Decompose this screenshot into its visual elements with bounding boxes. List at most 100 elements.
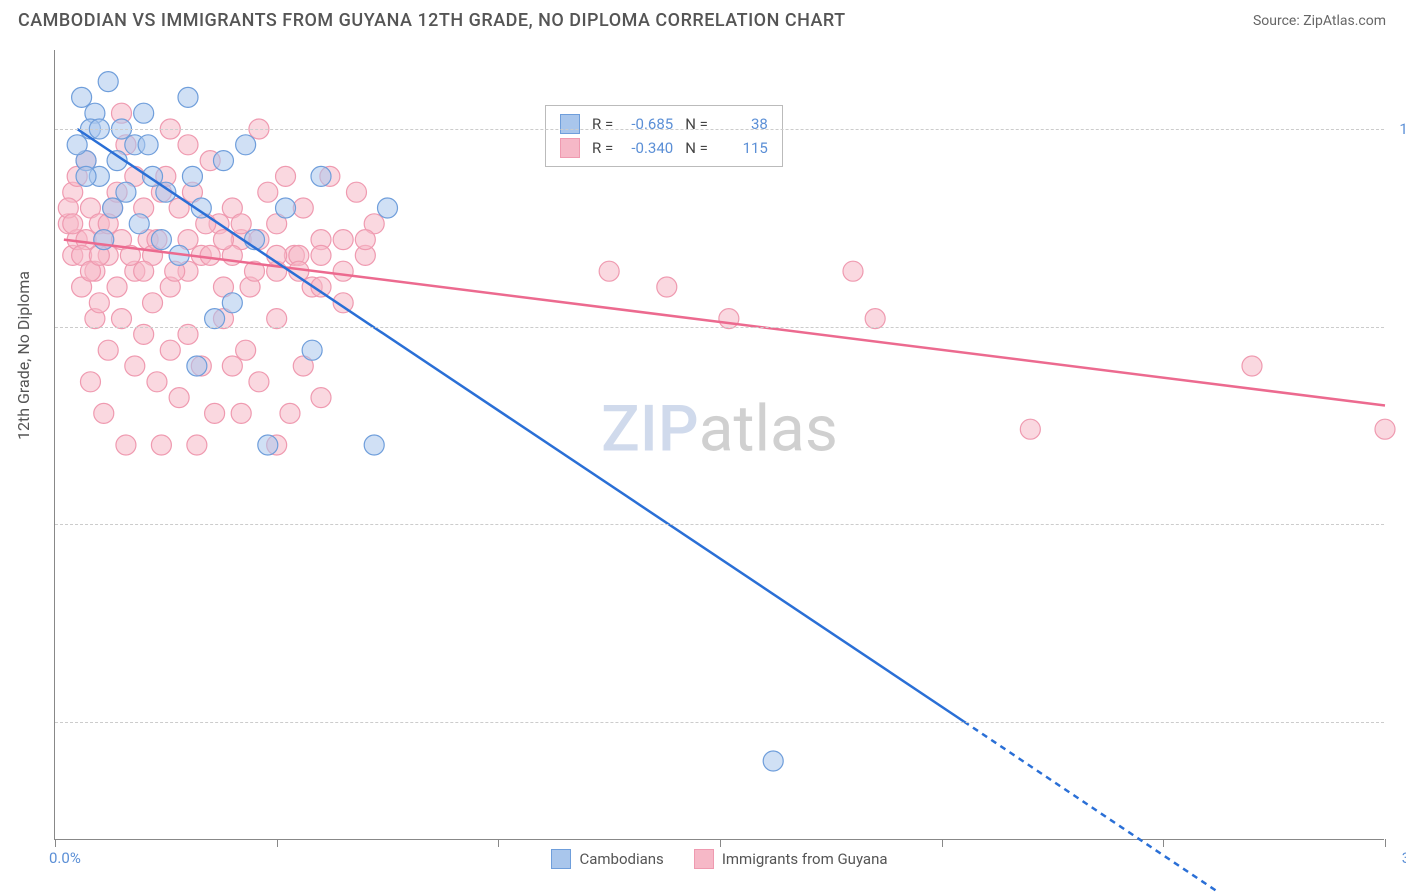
data-point [311, 388, 331, 408]
data-point [276, 166, 296, 186]
bottom-swatch-0 [551, 849, 571, 869]
n-value-0: 38 [716, 115, 768, 133]
data-point [231, 403, 251, 423]
data-point [258, 435, 278, 455]
data-point [72, 87, 92, 107]
x-tick [277, 839, 278, 847]
series-name-1: Immigrants from Guyana [722, 850, 888, 868]
gridline [55, 327, 1384, 328]
source-name: ZipAtlas.com [1303, 13, 1386, 29]
r-label-0: R = [592, 115, 613, 133]
data-point [151, 435, 171, 455]
data-point [143, 293, 163, 313]
data-point [205, 403, 225, 423]
data-point [94, 403, 114, 423]
data-point [236, 340, 256, 360]
bottom-legend-item-0: Cambodians [551, 849, 663, 869]
r-label-1: R = [592, 139, 613, 157]
series-name-0: Cambodians [579, 850, 663, 868]
r-value-1: -0.340 [621, 139, 673, 157]
data-point [147, 372, 167, 392]
data-point [213, 151, 233, 171]
legend-swatch-0 [560, 114, 580, 134]
data-point [103, 198, 123, 218]
x-tick [498, 839, 499, 847]
data-point [346, 182, 366, 202]
data-point [763, 751, 783, 771]
data-point [107, 277, 127, 297]
y-tick-label: 62.5% [1388, 713, 1406, 731]
legend-row-series-1: R = -0.340 N = 115 [560, 136, 768, 160]
gridline [55, 129, 1384, 130]
data-point [67, 135, 87, 155]
data-point [249, 372, 269, 392]
data-point [302, 340, 322, 360]
data-point [116, 182, 136, 202]
data-point [364, 435, 384, 455]
data-point [116, 435, 136, 455]
x-tick [55, 839, 56, 847]
data-point [89, 293, 109, 313]
source-label: Source: [1253, 13, 1300, 29]
data-point [138, 135, 158, 155]
data-point [98, 340, 118, 360]
data-point [599, 261, 619, 281]
legend-row-series-0: R = -0.685 N = 38 [560, 112, 768, 136]
bottom-swatch-1 [694, 849, 714, 869]
r-value-0: -0.685 [621, 115, 673, 133]
data-point [63, 214, 83, 234]
legend-swatch-1 [560, 138, 580, 158]
x-tick [1385, 839, 1386, 847]
x-tick [942, 839, 943, 847]
y-axis-label: 12th Grade, No Diploma [14, 271, 33, 440]
data-point [276, 198, 296, 218]
data-point [222, 293, 242, 313]
source-attribution: Source: ZipAtlas.com [1253, 13, 1386, 29]
n-label-1: N = [685, 139, 708, 157]
x-tick [1163, 839, 1164, 847]
data-point [293, 198, 313, 218]
data-point [1242, 356, 1262, 376]
data-point [134, 103, 154, 123]
data-point [134, 261, 154, 281]
gridline [55, 722, 1384, 723]
data-point [222, 356, 242, 376]
trend-line [77, 129, 964, 722]
gridline [55, 524, 1384, 525]
data-point [1375, 419, 1395, 439]
data-point [187, 435, 207, 455]
data-point [169, 388, 189, 408]
chart-plot-area: ZIPatlas R = -0.685 N = 38 R = -0.340 N … [54, 50, 1384, 840]
data-point [187, 356, 207, 376]
x-tick-label-right: 30.0% [1402, 849, 1406, 867]
data-point [76, 166, 96, 186]
chart-title: CAMBODIAN VS IMMIGRANTS FROM GUYANA 12TH… [18, 10, 846, 31]
x-tick-label-left: 0.0% [49, 849, 81, 867]
data-point [200, 245, 220, 265]
data-point [280, 403, 300, 423]
n-label-0: N = [685, 115, 708, 133]
data-point [98, 72, 118, 92]
data-point [355, 230, 375, 250]
bottom-legend: Cambodians Immigrants from Guyana [55, 849, 1384, 869]
data-point [378, 198, 398, 218]
data-point [231, 214, 251, 234]
data-point [843, 261, 863, 281]
y-tick-label: 100.0% [1388, 120, 1406, 138]
data-point [160, 340, 180, 360]
data-point [1020, 419, 1040, 439]
data-point [657, 277, 677, 297]
data-point [125, 356, 145, 376]
data-point [333, 261, 353, 281]
data-point [129, 214, 149, 234]
correlation-legend: R = -0.685 N = 38 R = -0.340 N = 115 [545, 105, 783, 167]
n-value-1: 115 [716, 139, 768, 157]
data-point [178, 87, 198, 107]
x-tick [720, 839, 721, 847]
data-point [333, 230, 353, 250]
data-point [311, 166, 331, 186]
data-point [151, 230, 171, 250]
data-point [236, 135, 256, 155]
y-tick-label: 87.5% [1388, 318, 1406, 336]
data-point [80, 372, 100, 392]
